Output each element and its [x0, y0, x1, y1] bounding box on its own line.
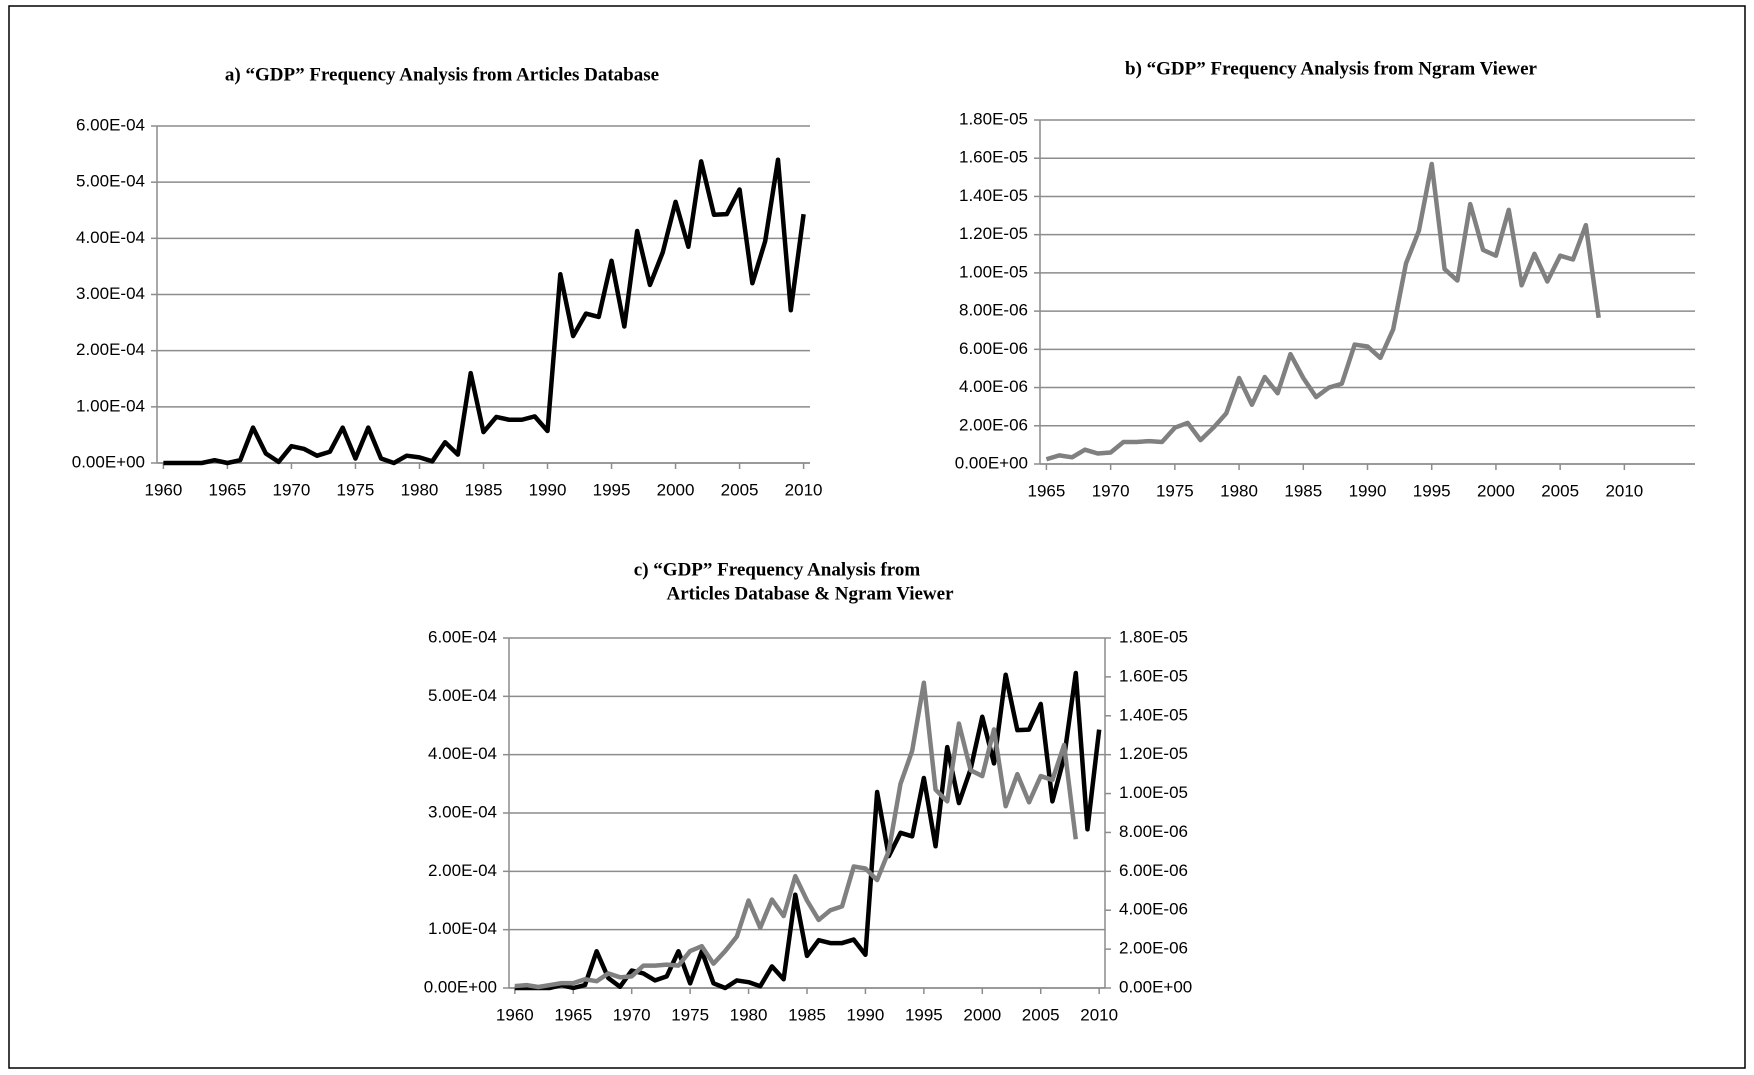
- x-tick-label: 2005: [721, 480, 759, 499]
- frame: [8, 5, 1746, 1069]
- x-tick-label: 2000: [657, 480, 695, 499]
- y2-tick-label: 0.00E+00: [1119, 977, 1192, 996]
- x-tick-label: 1995: [1413, 481, 1451, 500]
- y-tick-label: 3.00E-04: [428, 802, 497, 821]
- x-tick-label: 1960: [144, 480, 182, 499]
- y-tick-label: 1.00E-05: [959, 262, 1028, 281]
- y-tick-label: 6.00E-04: [76, 115, 145, 134]
- x-tick-label: 2000: [963, 1005, 1001, 1024]
- y2-tick-label: 1.00E-05: [1119, 783, 1188, 802]
- x-tick-label: 2010: [1605, 481, 1643, 500]
- x-tick-label: 2010: [785, 480, 823, 499]
- y-tick-label: 6.00E-04: [428, 627, 497, 646]
- y2-tick-label: 1.40E-05: [1119, 705, 1188, 724]
- y-tick-label: 8.00E-06: [959, 301, 1028, 320]
- data-line: [1045, 161, 1601, 462]
- x-tick-label: 1995: [593, 480, 631, 499]
- x-tick-label: 1970: [273, 480, 311, 499]
- y-tick-label: 1.40E-05: [959, 186, 1028, 205]
- y-tick-label: 1.00E-04: [428, 919, 497, 938]
- x-tick-label: 1970: [613, 1005, 651, 1024]
- y2-tick-label: 8.00E-06: [1119, 822, 1188, 841]
- y2-tick-label: 1.60E-05: [1119, 666, 1188, 685]
- y-tick-label: 1.80E-05: [959, 109, 1028, 128]
- chart-title: Articles Database & Ngram Viewer: [666, 583, 954, 604]
- x-tick-label: 2005: [1022, 1005, 1060, 1024]
- y-tick-label: 5.00E-04: [76, 172, 145, 191]
- x-tick-label: 1970: [1092, 481, 1130, 500]
- x-tick-label: 1985: [1284, 481, 1322, 500]
- x-tick-label: 1965: [554, 1005, 592, 1024]
- data-line: [514, 670, 1102, 991]
- x-tick-label: 1975: [671, 1005, 709, 1024]
- x-tick-label: 1980: [1220, 481, 1258, 500]
- y2-tick-label: 1.20E-05: [1119, 744, 1188, 763]
- x-tick-label: 1990: [1349, 481, 1387, 500]
- x-tick-label: 1990: [847, 1005, 885, 1024]
- y-tick-label: 0.00E+00: [955, 453, 1028, 472]
- y-tick-label: 2.00E-04: [76, 340, 145, 359]
- x-tick-label: 2010: [1080, 1005, 1118, 1024]
- y2-tick-label: 4.00E-06: [1119, 900, 1188, 919]
- y-tick-label: 0.00E+00: [72, 452, 145, 471]
- x-tick-label: 1965: [209, 480, 247, 499]
- chart-title: a) “GDP” Frequency Analysis from Article…: [225, 64, 659, 85]
- x-tick-label: 1965: [1028, 481, 1066, 500]
- y-tick-label: 1.20E-05: [959, 224, 1028, 243]
- y2-tick-label: 2.00E-06: [1119, 939, 1188, 958]
- y-tick-label: 4.00E-04: [76, 228, 145, 247]
- x-tick-label: 1985: [465, 480, 503, 499]
- x-tick-label: 1985: [788, 1005, 826, 1024]
- x-tick-label: 1975: [1156, 481, 1194, 500]
- x-tick-label: 2000: [1477, 481, 1515, 500]
- y-tick-label: 4.00E-06: [959, 377, 1028, 396]
- chart-title: b) “GDP” Frequency Analysis from Ngram V…: [1125, 58, 1538, 79]
- y-tick-label: 6.00E-06: [959, 339, 1028, 358]
- x-tick-label: 2005: [1541, 481, 1579, 500]
- y2-tick-label: 1.80E-05: [1119, 627, 1188, 646]
- y-tick-label: 5.00E-04: [428, 686, 497, 705]
- data-line: [514, 680, 1079, 990]
- y-tick-label: 2.00E-06: [959, 415, 1028, 434]
- x-tick-label: 1995: [905, 1005, 943, 1024]
- y2-tick-label: 6.00E-06: [1119, 861, 1188, 880]
- x-tick-label: 1980: [730, 1005, 768, 1024]
- y-tick-label: 1.60E-05: [959, 148, 1028, 167]
- y-tick-label: 4.00E-04: [428, 744, 497, 763]
- y-tick-label: 3.00E-04: [76, 284, 145, 303]
- y-tick-label: 0.00E+00: [424, 977, 497, 996]
- x-tick-label: 1980: [401, 480, 439, 499]
- chart-title: c) “GDP” Frequency Analysis from: [634, 559, 921, 580]
- x-tick-label: 1960: [496, 1005, 534, 1024]
- x-tick-label: 1975: [337, 480, 375, 499]
- x-tick-label: 1990: [529, 480, 567, 499]
- y-tick-label: 2.00E-04: [428, 861, 497, 880]
- data-line: [163, 157, 806, 466]
- y-tick-label: 1.00E-04: [76, 396, 145, 415]
